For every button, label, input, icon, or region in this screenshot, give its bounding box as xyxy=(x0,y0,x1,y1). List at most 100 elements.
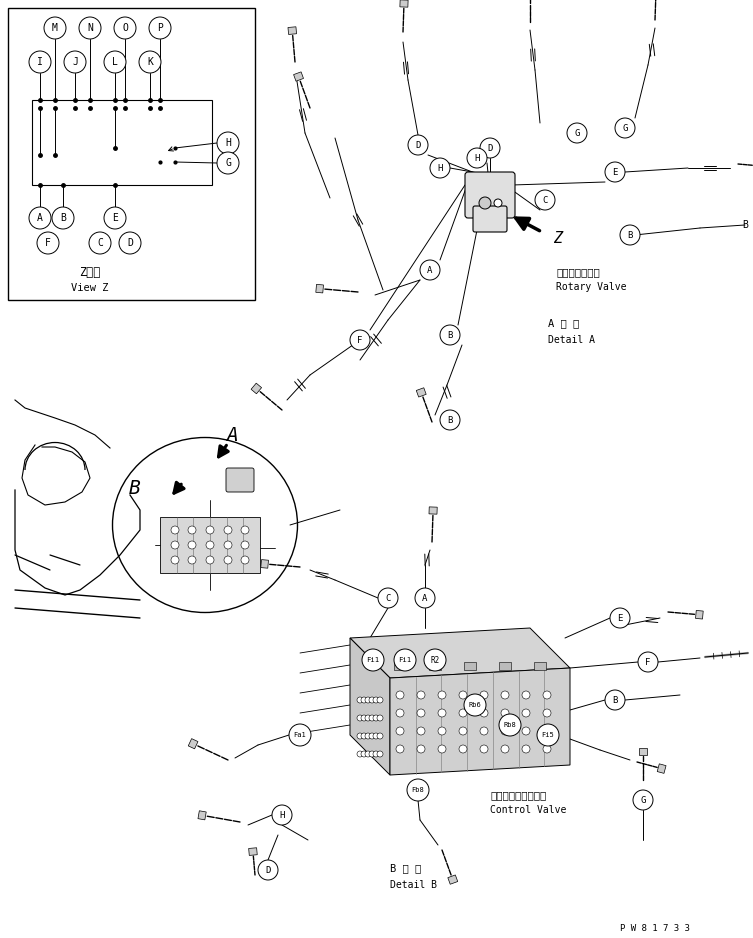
Circle shape xyxy=(171,526,179,534)
Text: Fa1: Fa1 xyxy=(294,732,306,738)
Circle shape xyxy=(224,541,232,549)
Circle shape xyxy=(171,556,179,564)
Text: K: K xyxy=(147,57,153,67)
Circle shape xyxy=(424,649,446,671)
Text: E: E xyxy=(112,213,118,223)
Text: P W 8 1 7 3 3: P W 8 1 7 3 3 xyxy=(620,924,690,932)
Polygon shape xyxy=(316,284,324,293)
Text: Fi1: Fi1 xyxy=(398,657,412,663)
Text: C: C xyxy=(542,195,547,204)
Circle shape xyxy=(29,51,51,73)
Text: H: H xyxy=(279,810,285,820)
Polygon shape xyxy=(188,738,198,749)
Polygon shape xyxy=(416,387,426,397)
Bar xyxy=(8,8,255,300)
Circle shape xyxy=(206,541,214,549)
Text: A: A xyxy=(226,426,238,445)
Circle shape xyxy=(501,745,509,753)
Circle shape xyxy=(479,197,491,209)
Text: E: E xyxy=(612,168,617,176)
Polygon shape xyxy=(288,27,297,35)
Text: H: H xyxy=(474,154,480,162)
Text: B: B xyxy=(612,695,617,704)
Text: D: D xyxy=(265,866,270,874)
Text: L: L xyxy=(112,57,118,67)
Circle shape xyxy=(272,805,292,825)
Text: A: A xyxy=(422,594,428,602)
Circle shape xyxy=(459,745,467,753)
Circle shape xyxy=(114,17,136,39)
Circle shape xyxy=(369,751,375,757)
Circle shape xyxy=(480,727,488,735)
Text: R2: R2 xyxy=(431,656,440,664)
Bar xyxy=(394,662,406,670)
Text: Control Valve: Control Valve xyxy=(490,805,566,815)
Circle shape xyxy=(440,325,460,345)
Text: C: C xyxy=(97,238,103,248)
Circle shape xyxy=(417,727,425,735)
Text: E: E xyxy=(617,613,623,623)
Text: F: F xyxy=(645,658,651,667)
Circle shape xyxy=(289,724,311,746)
Text: D: D xyxy=(416,141,421,149)
Text: F: F xyxy=(45,238,51,248)
Circle shape xyxy=(357,697,363,703)
Text: B: B xyxy=(129,478,141,497)
Circle shape xyxy=(396,745,404,753)
Text: B: B xyxy=(447,330,453,340)
Circle shape xyxy=(543,691,551,699)
Text: G: G xyxy=(640,795,645,805)
Circle shape xyxy=(188,556,196,564)
Circle shape xyxy=(361,715,367,721)
Circle shape xyxy=(369,715,375,721)
Circle shape xyxy=(29,207,51,229)
Circle shape xyxy=(501,709,509,717)
Circle shape xyxy=(620,225,640,245)
Circle shape xyxy=(217,152,239,174)
Text: C: C xyxy=(386,594,391,602)
Circle shape xyxy=(365,715,371,721)
Circle shape xyxy=(369,733,375,739)
Circle shape xyxy=(522,709,530,717)
Polygon shape xyxy=(198,810,206,820)
Polygon shape xyxy=(350,628,570,678)
Text: B: B xyxy=(447,416,453,425)
Text: A: A xyxy=(427,265,433,275)
Circle shape xyxy=(459,709,467,717)
Circle shape xyxy=(241,556,249,564)
Circle shape xyxy=(357,751,363,757)
Circle shape xyxy=(188,526,196,534)
Circle shape xyxy=(224,556,232,564)
Text: Detail B: Detail B xyxy=(390,880,437,890)
Text: View Z: View Z xyxy=(72,283,108,293)
Circle shape xyxy=(206,556,214,564)
Circle shape xyxy=(499,714,521,736)
Circle shape xyxy=(522,691,530,699)
Polygon shape xyxy=(350,638,390,775)
Circle shape xyxy=(44,17,66,39)
Text: P: P xyxy=(157,23,163,33)
Circle shape xyxy=(543,727,551,735)
Circle shape xyxy=(407,779,429,801)
Circle shape xyxy=(522,745,530,753)
Circle shape xyxy=(373,751,379,757)
Circle shape xyxy=(241,541,249,549)
Circle shape xyxy=(365,751,371,757)
Circle shape xyxy=(217,132,239,154)
Polygon shape xyxy=(248,848,258,855)
Circle shape xyxy=(373,697,379,703)
Circle shape xyxy=(396,727,404,735)
Polygon shape xyxy=(294,72,303,82)
Text: N: N xyxy=(87,23,93,33)
Circle shape xyxy=(430,158,450,178)
Polygon shape xyxy=(400,0,408,8)
Circle shape xyxy=(377,751,383,757)
Polygon shape xyxy=(448,875,458,885)
Circle shape xyxy=(633,790,653,810)
Circle shape xyxy=(104,51,126,73)
Circle shape xyxy=(535,190,555,210)
Circle shape xyxy=(464,694,486,716)
Text: J: J xyxy=(72,57,78,67)
Circle shape xyxy=(501,691,509,699)
Circle shape xyxy=(64,51,86,73)
